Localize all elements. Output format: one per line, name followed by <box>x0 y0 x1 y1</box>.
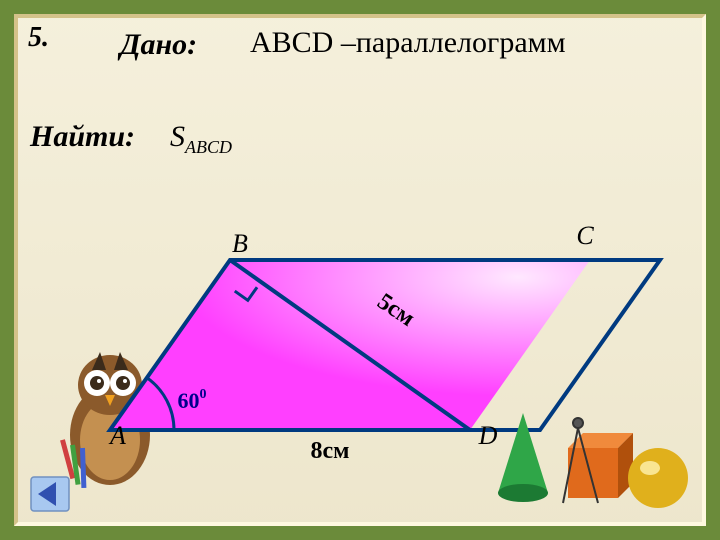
cone-base <box>498 484 548 502</box>
cone-shape <box>498 413 548 493</box>
vertex-label-b: В <box>232 229 248 258</box>
sphere-shape <box>628 448 688 508</box>
base-length-label: 8см <box>311 438 350 464</box>
cube-shape <box>568 433 633 498</box>
slide-frame: 5. Дано: АВСD –параллелограмм Найти: SAB… <box>0 0 720 540</box>
sphere-highlight <box>640 461 660 475</box>
vertex-label-c: С <box>576 221 594 250</box>
decor-shapes <box>488 398 698 518</box>
vertex-label-a: А <box>108 421 126 450</box>
back-button[interactable] <box>30 476 70 512</box>
slide-content: 5. Дано: АВСD –параллелограмм Найти: SAB… <box>0 0 720 540</box>
